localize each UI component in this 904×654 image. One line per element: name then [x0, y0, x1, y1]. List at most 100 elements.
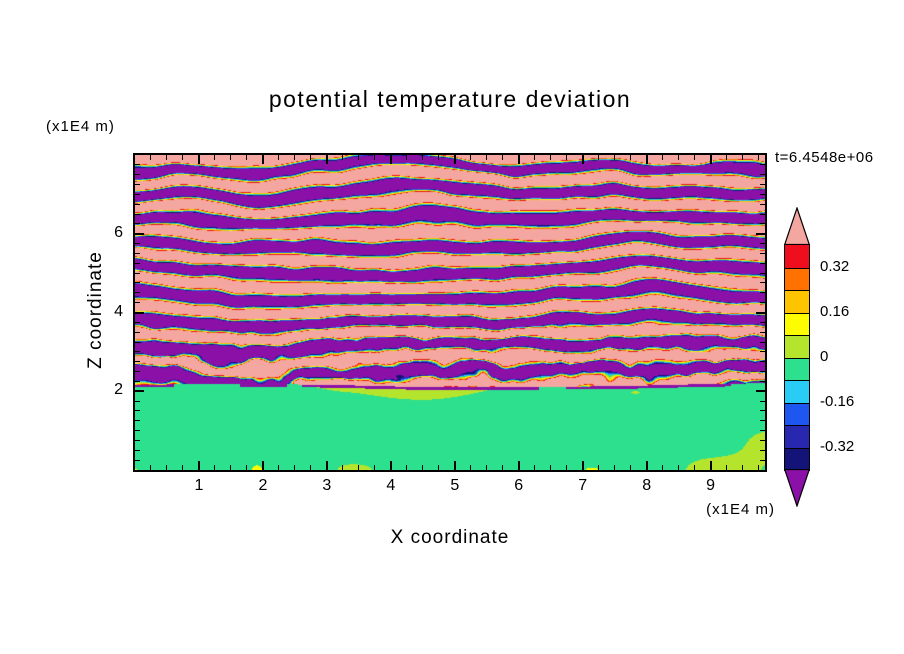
x-minor-tick	[470, 155, 472, 160]
z-minor-tick	[135, 439, 140, 441]
x-minor-tick	[422, 155, 424, 160]
time-label: t=6.4548e+06	[775, 149, 874, 166]
x-minor-tick	[358, 155, 360, 160]
z-minor-tick	[760, 184, 765, 186]
x-minor-tick	[678, 465, 680, 470]
x-tick-label: 3	[322, 477, 332, 494]
z-minor-tick	[760, 361, 765, 363]
colorbar-band	[785, 290, 809, 313]
z-minor-tick	[760, 331, 765, 333]
colorbar-tick-label: -0.32	[820, 437, 855, 455]
z-minor-tick	[760, 252, 765, 254]
colorbar-band	[785, 380, 809, 403]
x-major-tick	[261, 155, 264, 164]
x-major-tick	[325, 461, 328, 470]
x-major-tick	[581, 155, 584, 164]
x-major-tick	[453, 461, 456, 470]
colorbar-band	[785, 245, 809, 268]
x-minor-tick	[294, 155, 296, 160]
colorbar-arrow-up	[784, 207, 810, 245]
x-minor-tick	[486, 155, 488, 160]
x-minor-tick	[406, 465, 408, 470]
x-minor-tick	[422, 465, 424, 470]
x-minor-tick	[374, 155, 376, 160]
x-minor-tick	[694, 465, 696, 470]
z-minor-tick	[760, 164, 765, 166]
x-minor-tick	[614, 155, 616, 160]
x-major-tick	[261, 461, 264, 470]
colorbar-band	[785, 335, 809, 358]
z-minor-tick	[760, 371, 765, 373]
x-major-tick	[709, 155, 712, 164]
z-major-tick	[756, 232, 765, 235]
z-minor-tick	[135, 420, 140, 422]
x-minor-tick	[742, 155, 744, 160]
z-minor-tick	[135, 184, 140, 186]
x-minor-tick	[310, 155, 312, 160]
colorbar-band	[785, 425, 809, 448]
x-minor-tick	[182, 155, 184, 160]
x-axis-unit: (x1E4 m)	[706, 501, 775, 518]
z-minor-tick	[760, 341, 765, 343]
x-minor-tick	[662, 465, 664, 470]
x-minor-tick	[502, 465, 504, 470]
x-minor-tick	[230, 465, 232, 470]
x-minor-tick	[214, 465, 216, 470]
z-major-tick	[135, 311, 144, 314]
z-major-tick	[135, 232, 144, 235]
x-major-tick	[581, 461, 584, 470]
x-minor-tick	[150, 155, 152, 160]
z-minor-tick	[135, 213, 140, 215]
z-minor-tick	[760, 292, 765, 294]
colorbar-band	[785, 357, 809, 380]
z-minor-tick	[760, 203, 765, 205]
colorbar-tick-label: 0.16	[820, 302, 850, 320]
colorbar-tick-label: 0	[820, 347, 829, 365]
x-minor-tick	[566, 465, 568, 470]
z-tick-label: 6	[114, 223, 123, 241]
z-minor-tick	[135, 459, 140, 461]
x-minor-tick	[342, 465, 344, 470]
z-minor-tick	[760, 174, 765, 176]
x-minor-tick	[166, 155, 168, 160]
x-tick-label: 8	[642, 477, 652, 494]
x-minor-tick	[742, 465, 744, 470]
x-minor-tick	[374, 465, 376, 470]
x-minor-tick	[758, 155, 760, 160]
x-minor-tick	[166, 465, 168, 470]
z-minor-tick	[135, 400, 140, 402]
x-major-tick	[709, 461, 712, 470]
x-major-tick	[325, 155, 328, 164]
x-tick-label: 1	[194, 477, 204, 494]
x-tick-label: 9	[706, 477, 716, 494]
colorbar-bands	[784, 244, 810, 471]
x-minor-tick	[246, 155, 248, 160]
colorbar-tick-label: -0.16	[820, 392, 855, 410]
z-minor-tick	[135, 371, 140, 373]
colorbar-band	[785, 402, 809, 425]
x-tick-label: 5	[450, 477, 460, 494]
z-tick-label: 2	[114, 381, 123, 399]
z-minor-tick	[135, 272, 140, 274]
z-minor-tick	[760, 410, 765, 412]
z-minor-tick	[135, 262, 140, 264]
x-minor-tick	[150, 465, 152, 470]
z-minor-tick	[135, 351, 140, 353]
z-minor-tick	[760, 193, 765, 195]
colorbar-band	[785, 312, 809, 335]
x-major-tick	[389, 461, 392, 470]
z-minor-tick	[135, 252, 140, 254]
z-minor-tick	[135, 341, 140, 343]
colorbar-arrow-down	[784, 469, 810, 507]
plot-title: potential temperature deviation	[268, 86, 632, 112]
x-minor-tick	[534, 465, 536, 470]
x-major-tick	[645, 461, 648, 470]
z-minor-tick	[760, 282, 765, 284]
x-minor-tick	[630, 155, 632, 160]
x-major-tick	[197, 461, 200, 470]
z-minor-tick	[135, 449, 140, 451]
z-minor-tick	[135, 203, 140, 205]
z-minor-tick	[135, 243, 140, 245]
x-axis-label: X coordinate	[390, 527, 510, 548]
z-minor-tick	[760, 459, 765, 461]
